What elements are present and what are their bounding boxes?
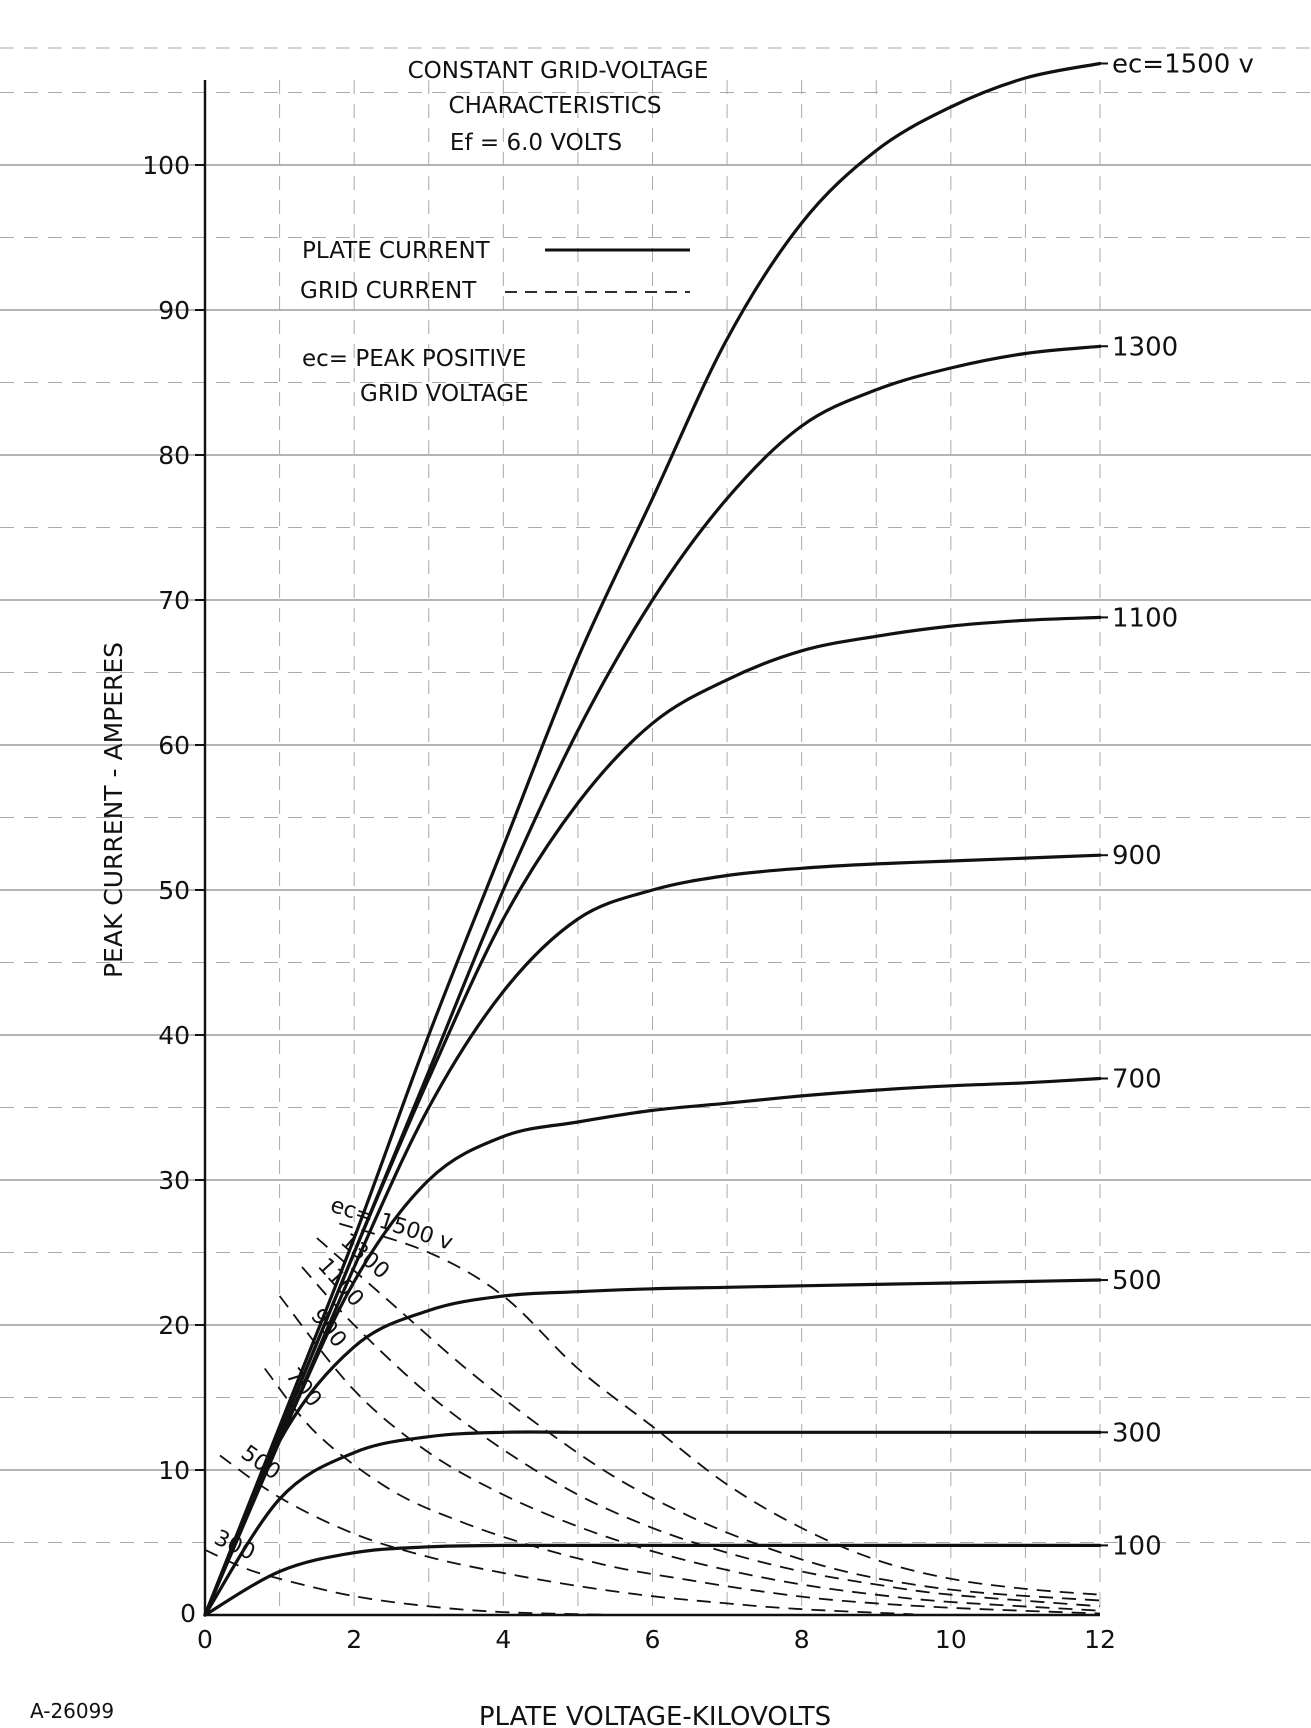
plate-curve-label: 100: [1112, 1531, 1162, 1561]
y-tick-label: 60: [158, 731, 190, 760]
plate-current-curves: ec=1500 v 1300 1100 900 700 500 300 100: [203, 50, 1254, 1617]
x-tick-labels: 0 2 4 6 8 10 12: [197, 1625, 1116, 1654]
y-tick-label: 40: [158, 1021, 190, 1050]
plate-curve-label: 700: [1112, 1065, 1162, 1095]
grid-curve-label: 300: [210, 1526, 259, 1566]
y-tick-labels: 10 20 30 40 50 60 70 80 90 100 0: [142, 151, 205, 1628]
plate-current-line: [203, 853, 1102, 1617]
y-tick-label: 80: [158, 441, 190, 470]
chart-title-line2: CHARACTERISTICS: [449, 93, 662, 119]
legend-plate-label: PLATE CURRENT: [302, 238, 491, 264]
grid-current-line: [263, 1367, 1101, 1615]
plate-current-line: [203, 1278, 1102, 1617]
y-tick-label: 50: [158, 876, 190, 905]
y-tick-label: 90: [158, 296, 190, 325]
legend-grid-label: GRID CURRENT: [300, 278, 477, 304]
x-tick-label: 2: [346, 1625, 362, 1654]
grid-current-line: [301, 1266, 1101, 1608]
plate-curve-label: 300: [1112, 1418, 1162, 1448]
grid-current-line: [316, 1237, 1101, 1602]
chart-title-line1: CONSTANT GRID-VOLTAGE: [408, 58, 709, 84]
y-tick-label: 0: [180, 1599, 196, 1628]
plate-curve-label: ec=1500 v: [1112, 50, 1254, 80]
x-tick-label: 8: [794, 1625, 810, 1654]
plate-current-line: [203, 61, 1102, 1617]
x-tick-label: 12: [1084, 1625, 1116, 1654]
legend-ec-line1: ec= PEAK POSITIVE: [302, 346, 526, 372]
figure-id: A-26099: [30, 1699, 114, 1723]
plate-current-line: [203, 1543, 1102, 1617]
x-tick-label: 6: [645, 1625, 661, 1654]
y-tick-label: 70: [158, 586, 190, 615]
plate-curve-label: 1300: [1112, 332, 1178, 362]
axes: [203, 80, 1100, 1617]
x-tick-label: 0: [197, 1625, 213, 1654]
y-tick-label: 10: [158, 1456, 190, 1485]
grid-current-line: [219, 1454, 914, 1616]
y-tick-label: 20: [158, 1311, 190, 1340]
legend: PLATE CURRENT GRID CURRENT ec= PEAK POSI…: [300, 238, 690, 407]
x-axis-label: PLATE VOLTAGE-KILOVOLTS: [479, 1702, 831, 1728]
grid-current-line: [339, 1222, 1101, 1596]
plate-current-line: [203, 615, 1102, 1617]
y-axis-label: PEAK CURRENT - AMPERES: [99, 642, 128, 978]
grid-current-line: [204, 1548, 616, 1616]
plate-curve-label: 900: [1112, 841, 1162, 871]
plate-current-line: [203, 1430, 1102, 1617]
grid-current-line: [278, 1295, 1101, 1612]
plate-curve-label: 500: [1112, 1266, 1162, 1296]
grid: [0, 47, 1311, 1615]
plate-curve-label: 1100: [1112, 603, 1178, 633]
plate-current-line: [203, 1076, 1102, 1617]
chart-title-line3: Ef = 6.0 VOLTS: [450, 130, 622, 156]
x-tick-label: 4: [495, 1625, 511, 1654]
y-tick-label: 30: [158, 1166, 190, 1195]
legend-ec-line2: GRID VOLTAGE: [360, 381, 529, 407]
x-tick-label: 10: [935, 1625, 967, 1654]
y-tick-label: 100: [142, 151, 190, 180]
